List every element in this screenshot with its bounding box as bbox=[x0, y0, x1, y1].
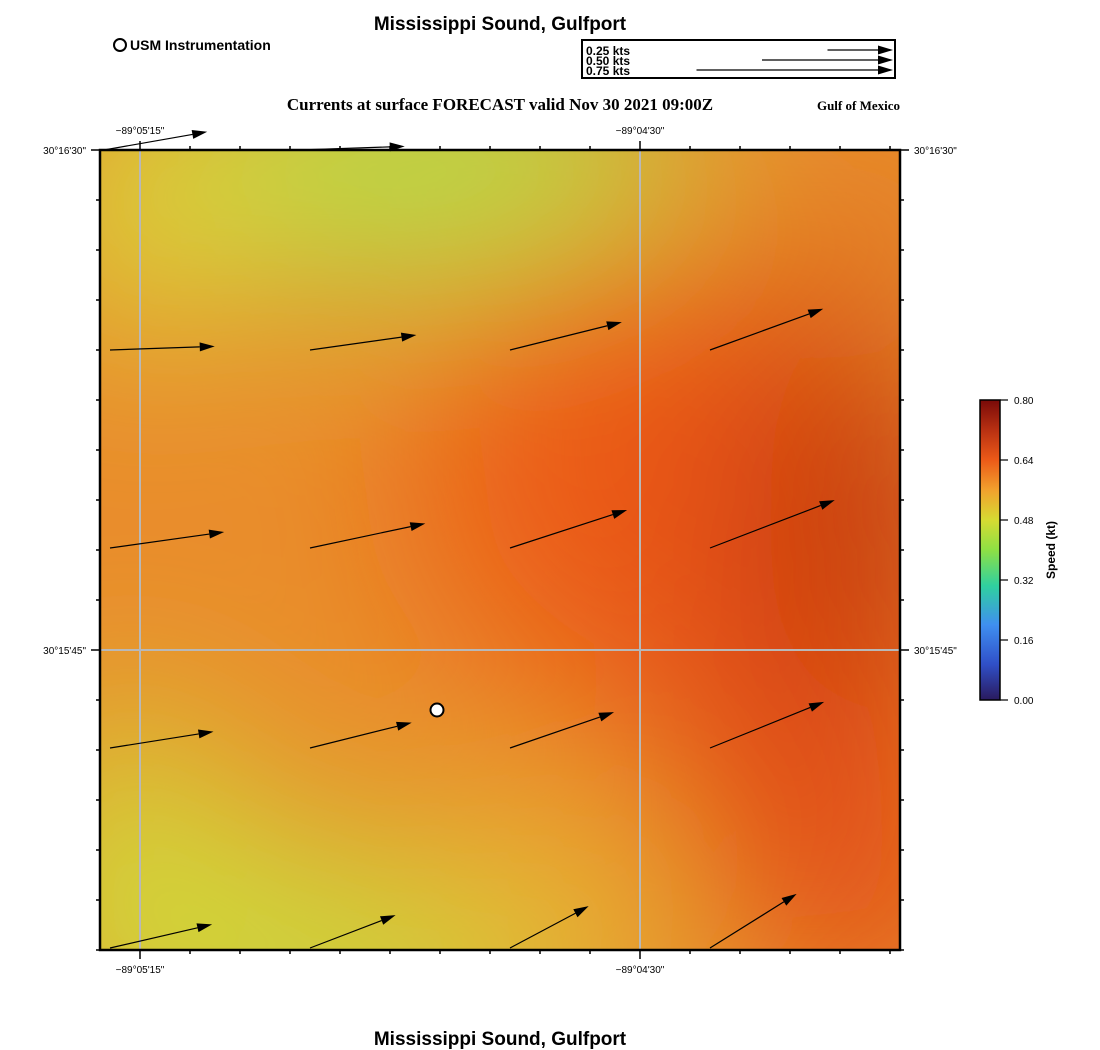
station-legend-icon bbox=[113, 38, 127, 52]
map-footer: Mississippi Sound, Gulfport bbox=[374, 1029, 627, 1050]
current-arrow-r1-c0 bbox=[109, 342, 215, 352]
colorbar-tick-0.48: 0.48 bbox=[1014, 516, 1034, 527]
map-subtitle: Currents at surface FORECAST valid Nov 3… bbox=[287, 95, 713, 114]
current-arrow-r4-c1 bbox=[309, 915, 396, 949]
current-arrow-r2-c3 bbox=[709, 500, 835, 549]
current-vectors bbox=[103, 129, 835, 949]
lat-label-left-1: 30°16'30" bbox=[43, 146, 86, 157]
vector-key-arrow-2 bbox=[762, 55, 893, 65]
lon-label-top-2: −89°04'30" bbox=[616, 126, 665, 137]
colorbar-tick-0.64: 0.64 bbox=[1014, 456, 1034, 467]
current-arrow-r3-c0 bbox=[109, 729, 214, 749]
map-title: Mississippi Sound, Gulfport bbox=[374, 14, 627, 35]
colorbar: 0.80 0.64 0.48 0.32 0.16 0.00 Speed (kt) bbox=[979, 396, 1058, 707]
vector-key: 0.25 kts 0.50 kts 0.75 kts bbox=[581, 39, 896, 79]
lon-label-bottom-1: −89°05'15" bbox=[116, 965, 165, 976]
speed-field bbox=[100, 150, 900, 950]
graticule bbox=[100, 150, 900, 950]
colorbar-tick-0.80: 0.80 bbox=[1014, 396, 1034, 407]
current-arrow-r3-c3 bbox=[709, 701, 825, 749]
current-arrow-r2-c1 bbox=[309, 522, 426, 549]
current-arrow-r1-c3 bbox=[709, 308, 824, 351]
colorbar-scale bbox=[979, 399, 1001, 701]
current-arrow-r1-c2 bbox=[509, 321, 622, 351]
current-arrow-r4-c0 bbox=[109, 923, 213, 949]
lat-label-right-2: 30°15'45" bbox=[914, 646, 957, 657]
colorbar-tick-0.16: 0.16 bbox=[1014, 636, 1034, 647]
vector-key-arrow-3 bbox=[696, 65, 893, 75]
vector-key-label-3: 0.75 kts bbox=[586, 64, 630, 78]
usm-station-marker[interactable] bbox=[429, 702, 445, 718]
vector-key-label-1: 0.25 kts bbox=[586, 44, 630, 58]
current-arrow-r4-c2 bbox=[509, 906, 589, 949]
current-arrow-r3-c1 bbox=[309, 721, 412, 749]
station-legend: USM Instrumentation bbox=[113, 37, 271, 53]
lon-label-top-1: −89°05'15" bbox=[116, 126, 165, 137]
station-legend-label: USM Instrumentation bbox=[130, 37, 271, 53]
vector-key-label-2: 0.50 kts bbox=[586, 54, 630, 68]
colorbar-label: Speed (kt) bbox=[1044, 521, 1058, 579]
colorbar-tick-0.00: 0.00 bbox=[1014, 696, 1034, 707]
current-arrow-r3-c2 bbox=[509, 712, 615, 749]
lon-label-bottom-2: −89°04'30" bbox=[616, 965, 665, 976]
region-label: Gulf of Mexico bbox=[817, 98, 900, 113]
colorbar-tick-0.32: 0.32 bbox=[1014, 576, 1034, 587]
current-arrow-r0-c0 bbox=[103, 129, 208, 151]
current-arrow-r2-c2 bbox=[509, 509, 628, 549]
vector-key-arrow-1 bbox=[827, 45, 893, 55]
lat-label-right-1: 30°16'30" bbox=[914, 146, 957, 157]
current-arrow-r1-c1 bbox=[309, 332, 417, 351]
current-arrow-r2-c0 bbox=[109, 529, 225, 549]
lat-label-left-2: 30°15'45" bbox=[43, 646, 86, 657]
current-arrow-r4-c3 bbox=[709, 893, 797, 949]
